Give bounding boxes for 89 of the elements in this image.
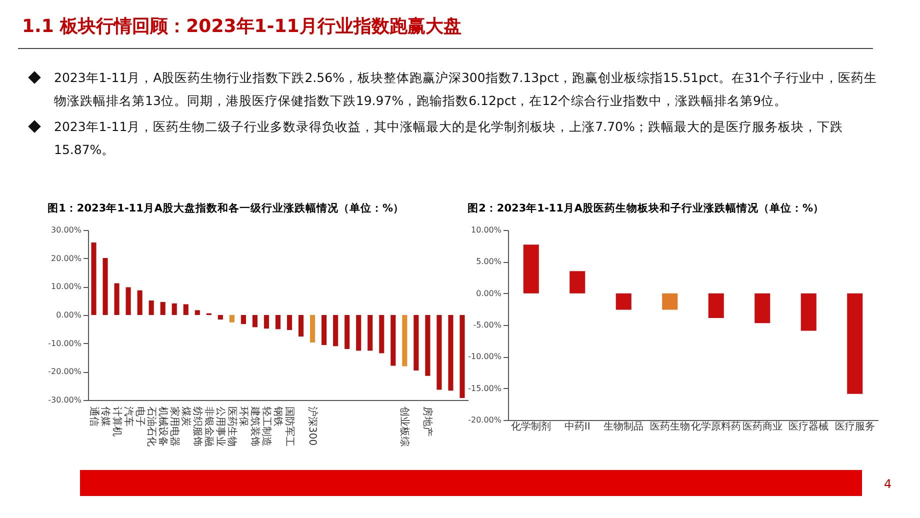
x-tick-label: 医药生物 <box>226 406 238 446</box>
y-tick-label: -5.00% <box>473 320 502 330</box>
x-tick-label: 纺织服饰 <box>191 406 204 446</box>
text: 1.1 板块行情回顾：2023年1-11月行业指数跑赢大盘 <box>22 15 462 38</box>
bar <box>460 315 465 398</box>
y-tick-label: -20.00% <box>468 416 502 424</box>
x-tick-label: 医药商业 <box>742 420 782 432</box>
bar <box>183 304 188 315</box>
bar <box>148 300 154 315</box>
y-tick-label: 10.00% <box>470 226 502 234</box>
bar <box>229 315 234 322</box>
bar <box>800 293 816 331</box>
bar <box>194 310 200 315</box>
x-tick-label: 公用事业 <box>214 406 226 446</box>
y-tick-label: 20.00% <box>50 254 82 263</box>
x-tick-label: 钢铁 <box>272 406 284 426</box>
x-tick-label: 医药生物 <box>650 420 690 432</box>
bar <box>275 315 281 330</box>
y-tick-label: 5.00% <box>476 257 502 266</box>
bar <box>414 315 419 371</box>
chart-title: 图1：2023年1-11月A股大盘指数和各一级行业涨跌幅情况（单位：%） <box>48 202 404 214</box>
text: 2023年1-11月，A股医药生物行业指数下跌2.56%，板块整体跑赢沪深300指数7.13pct，跑赢创业板综指15.51pct。在31个子行业中，医药生物涨跌幅排名第13位。同期，港股医疗保健指数下跌19.97%，跑输指数6.12pct，在12个综合行业指数中，涨跌幅排名第9位。 <box>53 69 878 110</box>
x-tick-label: 石油石化 <box>145 406 158 446</box>
x-tick-label: 建筑装饰 <box>248 406 261 446</box>
bar <box>218 315 223 320</box>
bar <box>344 315 350 349</box>
x-tick-label: 房地产 <box>422 406 434 436</box>
bar <box>264 315 270 329</box>
y-tick-label: 0.00% <box>56 310 82 320</box>
x-tick-label: 国防军工 <box>284 406 296 446</box>
y-tick-label: 0.00% <box>476 288 502 298</box>
bar <box>126 287 131 315</box>
bar <box>754 293 770 324</box>
y-tick-label: -15.00% <box>468 384 502 393</box>
y-tick-label: 10.00% <box>50 282 82 292</box>
bar <box>286 315 292 330</box>
bar <box>310 315 316 342</box>
bar <box>847 293 863 394</box>
text: 4 <box>884 477 892 491</box>
x-tick-label: 计算机 <box>110 406 123 436</box>
bar <box>172 303 177 315</box>
bar <box>708 293 724 318</box>
x-tick-label: 机械设备 <box>156 406 169 446</box>
bar <box>91 242 96 315</box>
x-tick-label: 电子 <box>134 406 146 426</box>
x-tick-label: 医疗器械 <box>788 420 829 432</box>
x-tick-label: 化学制剂 <box>511 420 552 432</box>
bar <box>114 283 120 315</box>
bar <box>570 271 586 294</box>
bar <box>102 258 108 315</box>
y-tick-label: -20.00% <box>48 367 82 376</box>
bar <box>137 290 142 315</box>
x-tick-label: 煤炭 <box>180 406 192 426</box>
x-tick-label: 环保 <box>237 406 248 426</box>
bar <box>368 315 373 351</box>
x-tick-label: 医疗服务 <box>834 420 875 432</box>
y-tick-label: -10.00% <box>48 338 82 348</box>
bar <box>298 315 304 337</box>
bar <box>390 315 396 366</box>
bar <box>160 302 166 315</box>
x-tick-label: 化学原料药 <box>691 420 742 432</box>
x-tick-label: 轻工制造 <box>260 406 272 446</box>
x-tick-label: 创业板综 <box>398 406 411 446</box>
bar <box>425 315 430 376</box>
y-tick-label: 30.00% <box>50 226 82 234</box>
x-tick-label: 非银金融 <box>202 406 215 446</box>
bar <box>402 315 408 366</box>
x-tick-label: 沪深300 <box>306 406 319 446</box>
x-tick-label: 生物制品 <box>604 420 644 432</box>
x-tick-label: 中药II <box>564 420 590 432</box>
bar <box>240 315 246 324</box>
y-tick-label: -10.00% <box>468 352 502 362</box>
bar <box>379 315 384 354</box>
bar <box>252 315 258 328</box>
bar <box>662 293 678 310</box>
bar <box>436 315 442 390</box>
y-tick-label: -30.00% <box>48 396 82 404</box>
text: 2023年1-11月，医药生物二级子行业多数录得负收益，其中涨幅最大的是化学制剂板块，上涨7.70%；跌幅最大的是医疗服务板块，下跌15.87%。 <box>53 118 844 159</box>
bar <box>322 315 327 346</box>
x-tick-label: 家用电器 <box>168 406 180 446</box>
chart-title: 图2：2023年1-11月A股医药生物板块和子行业涨跌幅情况（单位：%） <box>468 202 824 214</box>
bar <box>356 315 362 351</box>
x-tick-label: 汽车 <box>122 406 134 426</box>
bar <box>616 293 632 310</box>
bar <box>448 315 454 391</box>
x-tick-label: 通信 <box>88 406 100 426</box>
bar <box>523 244 539 294</box>
bar <box>333 315 338 346</box>
x-tick-label: 传媒 <box>99 406 110 426</box>
